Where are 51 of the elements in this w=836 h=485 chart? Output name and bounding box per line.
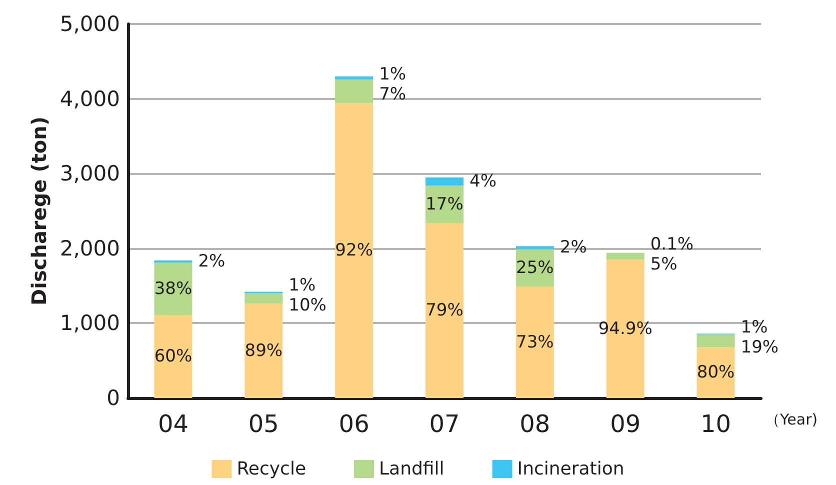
annotation: 38% — [154, 278, 192, 299]
annotation: 80% — [696, 362, 735, 383]
x-tick-label: 04 — [158, 410, 188, 438]
annotation: 7% — [379, 84, 406, 105]
bar — [335, 79, 374, 104]
y-tick-label: 4,000 — [60, 86, 120, 111]
annotation: 73% — [516, 332, 554, 352]
annotation: 17% — [426, 194, 464, 214]
y-tick-label: 2,000 — [60, 236, 120, 260]
bar — [426, 222, 464, 398]
annotation: 25% — [516, 258, 554, 278]
bar — [154, 262, 192, 315]
annotation: 89% — [244, 340, 283, 361]
annotation: 79% — [426, 300, 464, 320]
annotation: 0.1% — [650, 234, 694, 255]
bar — [244, 293, 283, 304]
bar — [426, 177, 464, 186]
legend-label: Incineration — [517, 458, 624, 480]
x-tick-label: 09 — [610, 410, 641, 438]
annotation: 2% — [560, 238, 587, 258]
annotation: 10% — [288, 296, 326, 316]
bar — [335, 103, 374, 398]
x-tick-label: 10 — [700, 410, 732, 438]
x-tick-label: 07 — [429, 410, 460, 438]
annotation: 60% — [154, 346, 192, 366]
y-tick-label: 0 — [106, 386, 120, 410]
x-tick-label: 08 — [520, 410, 550, 438]
bar — [516, 246, 554, 250]
annotation: 2% — [198, 251, 226, 272]
legend-label: Landfill — [379, 458, 444, 480]
y-tick-label: 1,000 — [60, 311, 120, 336]
bar — [696, 334, 735, 348]
annotation: 1% — [288, 276, 316, 296]
bar — [244, 304, 283, 398]
annotation: 19% — [740, 337, 779, 358]
legend-label: Recycle — [236, 458, 306, 480]
bar — [516, 286, 554, 398]
x-axis-title: （Year) — [765, 410, 818, 428]
bar — [154, 314, 192, 398]
annotation: 4% — [470, 171, 496, 192]
annotation: 5% — [650, 254, 678, 275]
annotation: 1% — [379, 64, 406, 85]
bar — [335, 76, 374, 80]
annotation: 92% — [335, 240, 373, 261]
y-axis-title: Discharege (ton) — [26, 116, 51, 306]
y-tick-label: 5,000 — [60, 12, 120, 36]
bar — [606, 252, 644, 260]
x-tick-label: 05 — [248, 410, 279, 438]
x-tick-label: 06 — [338, 410, 370, 438]
annotation: 1% — [740, 317, 768, 338]
y-tick-label: 3,000 — [60, 162, 120, 186]
